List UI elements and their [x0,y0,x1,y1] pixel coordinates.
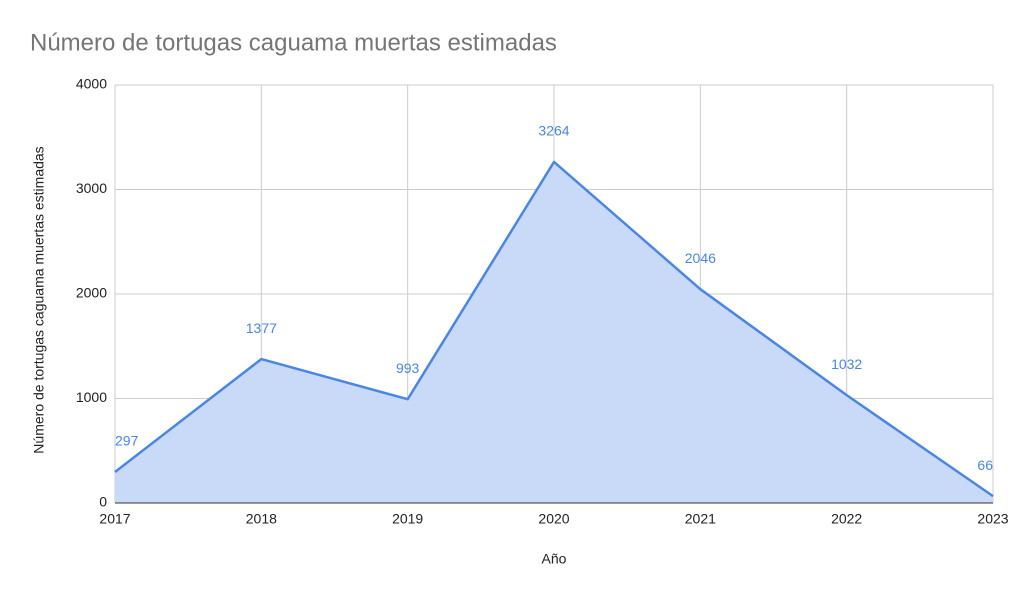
y-tick-label: 1000 [76,389,107,405]
data-label: 297 [115,433,139,449]
area [115,161,993,504]
y-axis-label: Número de tortugas caguama muertas estim… [31,146,47,453]
x-axis-label: Año [542,551,567,567]
chart-title: Número de tortugas caguama muertas estim… [30,29,557,56]
x-tick-label: 2023 [977,511,1008,527]
y-tick-label: 4000 [76,76,107,92]
data-label: 1032 [831,356,862,372]
x-tick-label: 2019 [392,511,423,527]
x-tick-label: 2017 [99,511,130,527]
data-label: 1377 [246,320,277,336]
data-label: 2046 [685,250,716,266]
y-tick-label: 3000 [76,180,107,196]
y-tick-label: 0 [99,494,107,510]
x-tick-label: 2020 [538,511,569,527]
data-label: 993 [396,360,420,376]
line [114,160,994,498]
data-label: 66 [977,457,993,473]
x-tick-label: 2018 [246,511,277,527]
y-tick-label: 2000 [76,285,107,301]
data-label: 3264 [538,123,569,139]
x-tick-label: 2021 [685,511,716,527]
x-tick-label: 2022 [831,511,862,527]
